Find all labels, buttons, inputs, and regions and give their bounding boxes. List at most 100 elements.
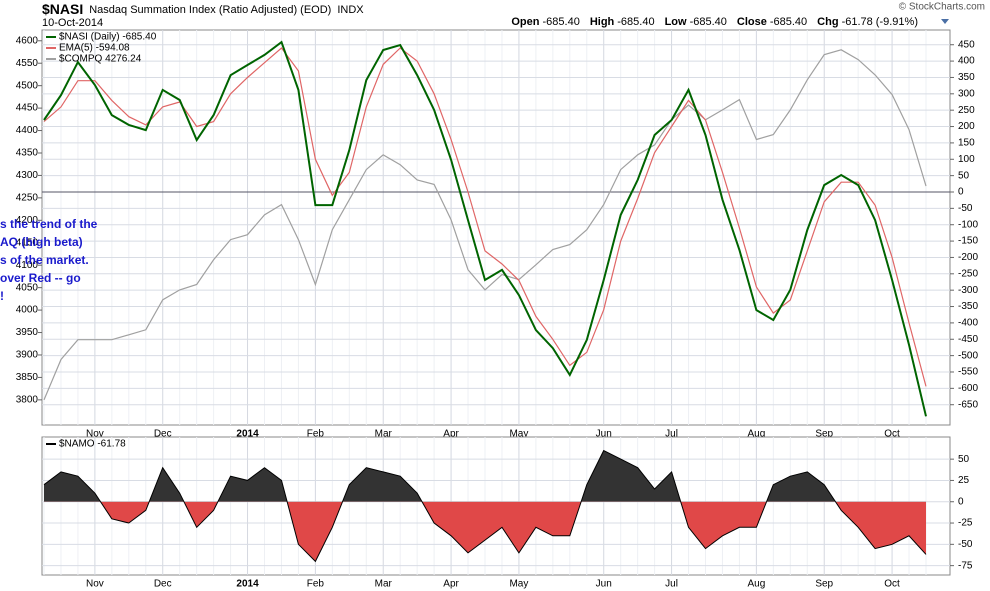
y-tick-label: -25	[958, 518, 973, 529]
y-tick-label: 4300	[16, 170, 39, 181]
header-line: $NASI Nasdaq Summation Index (Ratio Adjus…	[42, 1, 364, 17]
positive-area	[44, 450, 836, 502]
panel: -650-600-550-500-450-400-350-300-250-200…	[0, 29, 978, 426]
plot-area	[41, 29, 951, 426]
quote: Open -685.40 High -685.40 Low -685.40 Close -68…	[511, 16, 918, 28]
legend-label: $NASI (Daily) -685.40	[59, 32, 157, 43]
x-tick-label: Jun	[596, 579, 612, 590]
legend-label: $NAMO -61.78	[59, 439, 126, 450]
annotation: AQ (high beta)	[0, 235, 83, 249]
y-tick-label: 4200	[16, 215, 39, 226]
y-tick-label: 0	[958, 496, 964, 507]
y-tick-label: -100	[958, 219, 978, 230]
x-tick-label: 2014	[236, 429, 259, 440]
x-tick-label: Nov	[86, 579, 104, 590]
y-tick-label: -75	[958, 560, 973, 571]
y-tick-label: -250	[958, 268, 978, 279]
y-tick-label: 4150	[16, 237, 39, 248]
x-tick-label: Dec	[154, 429, 172, 440]
quote-label: Open	[511, 16, 539, 28]
x-tick-label: Mar	[375, 579, 393, 590]
y-tick-label: -600	[958, 383, 978, 394]
quote-label: Close	[737, 16, 767, 28]
x-tick-label: Feb	[307, 579, 325, 590]
y-tick-label: 4250	[16, 193, 39, 204]
quote-value: -685.40	[690, 16, 727, 28]
y-tick-label: -550	[958, 367, 978, 378]
x-tick-label: Dec	[154, 579, 172, 590]
x-tick-label: May	[509, 429, 528, 440]
x-tick-label: Sep	[815, 429, 833, 440]
index-name: Nasdaq Summation Index (Ratio Adjusted) …	[89, 4, 331, 16]
legend-label: EMA(5) -594.08	[59, 43, 130, 54]
y-tick-label: 350	[958, 72, 975, 83]
symbol: $NASI	[42, 1, 83, 17]
y-tick-label: 4400	[16, 125, 39, 136]
y-tick-label: 0	[958, 187, 964, 198]
x-tick-label: Apr	[443, 429, 459, 440]
exchange: INDX	[337, 4, 364, 16]
y-tick-label: 4600	[16, 35, 39, 46]
y-tick-label: 3850	[16, 372, 39, 383]
series-line	[43, 40, 927, 417]
negative-area	[44, 501, 926, 562]
y-tick-label: 50	[958, 170, 970, 181]
y-tick-label: -50	[958, 203, 973, 214]
x-tick-label: Mar	[375, 429, 393, 440]
x-tick-label: Jul	[665, 579, 678, 590]
quote-value: -61.78 (-9.91%)	[842, 16, 918, 28]
y-tick-label: -650	[958, 399, 978, 410]
quote-label: Low	[665, 16, 687, 28]
x-tick-label: Nov	[86, 429, 104, 440]
annotation: over Red -- go	[0, 271, 81, 285]
x-tick-label: Aug	[747, 579, 765, 590]
y-tick-label: 3950	[16, 327, 39, 338]
y-tick-label: 3900	[16, 350, 39, 361]
y-tick-label: 200	[958, 121, 975, 132]
x-tick-label: Aug	[747, 429, 765, 440]
y-tick-label: -500	[958, 350, 978, 361]
y-tick-label: 450	[958, 39, 975, 50]
y-tick-label: 250	[958, 105, 975, 116]
quote-value: -685.40	[617, 16, 654, 28]
y-tick-label: 4000	[16, 305, 39, 316]
quote-value: -685.40	[543, 16, 580, 28]
quote-label: High	[590, 16, 615, 28]
y-tick-label: 4550	[16, 58, 39, 69]
y-tick-label: 25	[958, 475, 970, 486]
x-tick-label: Apr	[443, 579, 459, 590]
y-tick-label: -400	[958, 318, 978, 329]
x-tick-label: Jul	[665, 429, 678, 440]
menu-arrow[interactable]	[941, 19, 949, 24]
y-tick-label: -450	[958, 334, 978, 345]
y-tick-label: 4500	[16, 80, 39, 91]
x-tick-label: Jun	[596, 429, 612, 440]
y-tick-label: 4100	[16, 260, 39, 271]
series-line	[43, 49, 927, 401]
date: 10-Oct-2014	[42, 17, 103, 29]
annotation: s of the market.	[0, 253, 89, 267]
y-tick-label: -300	[958, 285, 978, 296]
x-tick-label: May	[509, 579, 528, 590]
x-tick-label: Oct	[884, 579, 900, 590]
credit: © StockCharts.com	[899, 2, 985, 13]
x-tick-label: Sep	[815, 579, 833, 590]
quote-label: Chg	[817, 16, 838, 28]
panel: 50 25 0 -25 -50 -75 $NAMO -61.78	[41, 436, 973, 576]
x-tick-label: 2014	[236, 579, 259, 590]
x-tick-label: Oct	[884, 429, 900, 440]
y-tick-label: 4350	[16, 148, 39, 159]
legend-label: $COMPQ 4276.24	[59, 54, 142, 65]
series-line	[43, 449, 927, 563]
y-tick-label: -200	[958, 252, 978, 263]
y-tick-label: -350	[958, 301, 978, 312]
y-tick-label: 4050	[16, 282, 39, 293]
y-tick-label: 400	[958, 56, 975, 67]
annotation: !	[0, 289, 4, 303]
y-tick-label: 100	[958, 154, 975, 165]
y-tick-label: 3800	[16, 395, 39, 406]
x-tick-label: Feb	[307, 429, 325, 440]
y-tick-label: 50	[958, 454, 970, 465]
y-tick-label: -150	[958, 236, 978, 247]
